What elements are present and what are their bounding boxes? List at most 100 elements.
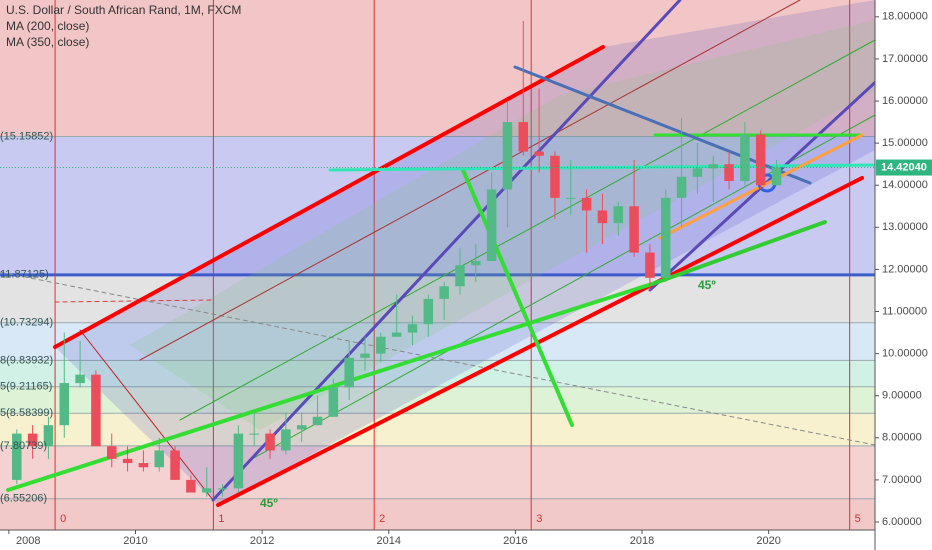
pitchfork-fill [55,0,875,505]
x-tick-label: 2020 [756,535,780,547]
fib-label: (6.55206) [0,493,47,505]
indicator-label: MA (350, close) [6,35,89,49]
candle-body [91,374,101,447]
y-tick-label: 8.00000 [882,432,922,444]
drawings [0,0,932,507]
candle-body [170,450,180,480]
last-price-tag [876,159,932,176]
candle-body [281,429,291,451]
candle-body [201,488,212,493]
fib-bands [0,0,875,530]
candle-body [407,324,418,333]
candle-body [27,433,38,447]
candle-body [724,164,734,182]
candle-body [312,416,323,426]
y-tick-label: 9.00000 [882,390,922,402]
marker-label: 2 [379,513,385,525]
fib-band [0,413,875,446]
candle-body [233,433,244,489]
purple-line [211,0,682,502]
indicator-label: MA (200, close) [6,19,89,33]
candle-body [122,458,133,464]
fib-band [0,360,875,387]
fib-label: 5(9.21165) [0,381,52,393]
candle-body [676,176,687,198]
y-tick-label: 16.00000 [882,95,928,107]
angle-label: 45º [260,496,278,510]
channel-line [249,114,876,461]
y-tick-label: 11.00000 [882,305,927,317]
fib-label: 5(8.58399) [0,407,53,419]
candle-body [771,167,782,186]
candle-body [328,387,339,417]
x-tick-label: 2008 [16,535,40,547]
channel-line [179,39,876,421]
fib-band [0,445,875,499]
candle-body [660,197,671,278]
chart-title: U.S. Dollar / South African Rand, 1M, FX… [6,3,241,17]
labels: (6.55206) (7.80739) 5(8.58399) 5(9.21165) 8(… [0,11,932,547]
candle-body [534,151,544,156]
candle-body [518,122,529,152]
price-axis [875,0,932,550]
fan-line [79,329,214,501]
candle-body [439,286,449,299]
cyan-line [328,163,877,172]
marker-label: 3 [536,513,542,525]
green-line [653,220,827,285]
candle-body [486,189,497,262]
marker-label: 0 [60,513,66,525]
candles [0,21,875,497]
time-axis [0,530,875,550]
fib-label: 11.87125) [0,269,49,281]
fib-label: (15.15852) [0,130,53,142]
fib-band [0,386,875,414]
candle-body [645,252,655,278]
fib-band [0,0,875,137]
x-tick-label: 2016 [503,535,527,547]
fib-label: (7.80739) [0,440,47,452]
channel-line [139,0,801,361]
y-tick-label: 14.00000 [882,179,928,191]
y-tick-label: 7.00000 [882,474,922,486]
marker-label: 5 [855,513,861,525]
candle-body [502,122,513,190]
y-tick-label: 12.00000 [882,263,928,275]
candle-body [43,425,54,447]
candle-body [708,164,718,169]
red-channel [53,45,605,349]
candle-body [59,383,70,426]
green-line [461,168,574,427]
candle-body [360,353,370,358]
candle-body [550,155,560,198]
candle-body [138,463,149,468]
candle-body [107,446,117,459]
x-tick-label: 2018 [630,535,654,547]
candle-body [597,210,608,224]
candle-body [581,197,592,211]
fib-label: (10.73294) [0,317,53,329]
candle-body [296,425,307,430]
y-tick-label: 6.00000 [882,516,922,528]
candle-body [75,374,85,384]
candle-body [344,357,354,388]
candle-body [376,336,386,354]
candle-body [613,206,624,224]
candle-body [740,134,750,182]
candle-body [186,479,196,493]
y-tick-label: 18.00000 [882,11,928,23]
y-tick-label: 13.00000 [882,221,928,233]
x-tick-label: 2010 [123,535,147,547]
marker-label: 1 [218,513,224,525]
red-channel [216,176,864,507]
y-tick-label: 10.00000 [882,348,928,360]
candle-body [566,197,576,199]
candle-body [755,134,766,186]
pitchfork-fill [130,20,875,430]
x-tick-label: 2014 [377,535,401,547]
candle-body [423,298,434,325]
candle-body [692,168,703,177]
candle-body [12,433,22,480]
candle-body [217,488,228,490]
